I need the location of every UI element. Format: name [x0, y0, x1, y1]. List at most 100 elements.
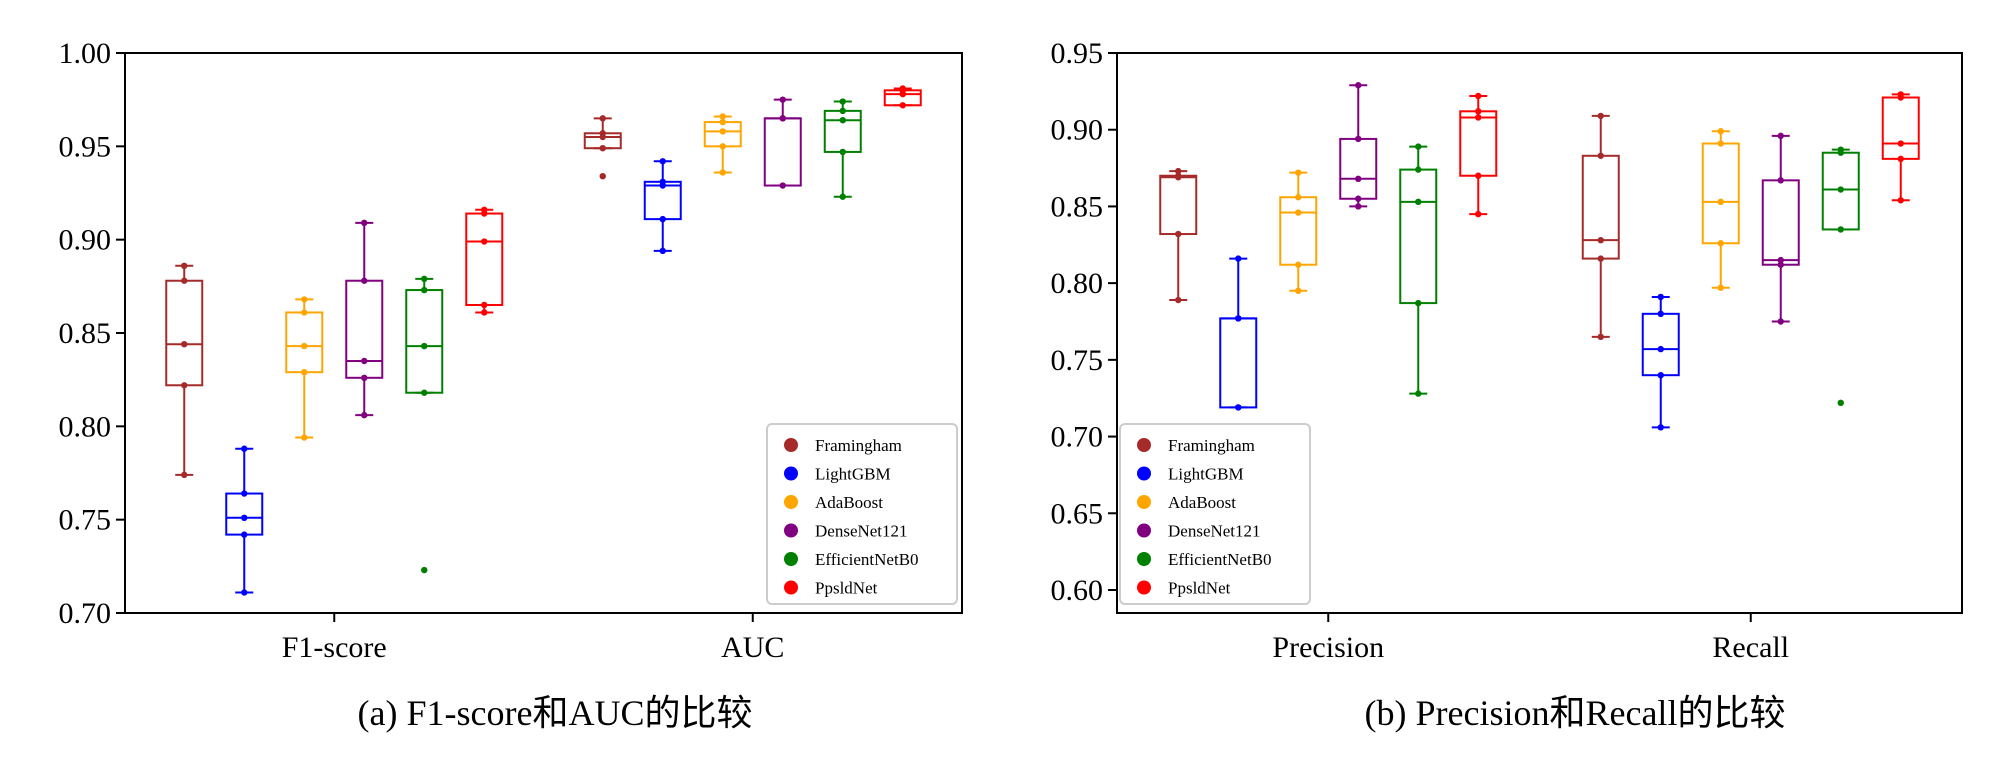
box-lightgbm [643, 158, 682, 255]
data-point [1415, 299, 1422, 307]
box-iqr [1641, 312, 1680, 377]
legend-label-efficientnetb0: EfficientNetB0 [1168, 550, 1272, 569]
box-adaboost [1701, 128, 1740, 291]
data-point [779, 115, 786, 122]
box-framingham [165, 262, 204, 479]
data-point [1235, 404, 1242, 411]
legend-marker-framingham [784, 438, 798, 452]
y-tick-label: 0.70 [59, 597, 112, 630]
legend-marker-ppsldnet [784, 580, 798, 595]
data-point [839, 148, 846, 156]
x-category-label: Recall [1712, 631, 1789, 664]
data-point [1657, 345, 1664, 353]
data-point [839, 117, 846, 124]
legend-label-adaboost: AdaBoost [815, 493, 883, 512]
data-point [421, 389, 428, 396]
data-point [1295, 169, 1302, 176]
box-iqr [1459, 110, 1498, 177]
data-point [1897, 155, 1904, 163]
y-tick-label: 0.90 [1051, 114, 1104, 147]
y-tick-label: 0.75 [59, 504, 112, 537]
box-efficientnetb0 [1821, 146, 1860, 407]
data-point [361, 374, 368, 381]
legend-marker-adaboost [1137, 495, 1151, 509]
data-point [1415, 166, 1422, 173]
data-point [599, 133, 606, 141]
data-point [1777, 261, 1784, 268]
data-point [301, 296, 308, 303]
outlier-point [421, 566, 428, 574]
y-tick-label: 0.95 [1051, 37, 1104, 70]
x-category-label: F1-score [282, 631, 387, 664]
x-category-label: Precision [1272, 631, 1384, 664]
data-point [599, 115, 606, 122]
data-point [241, 514, 248, 521]
box-iqr [1761, 179, 1800, 266]
box-adaboost [285, 296, 324, 441]
data-point [241, 490, 248, 497]
data-point [1355, 195, 1362, 202]
data-point [1597, 333, 1604, 341]
y-tick-label: 1.00 [59, 37, 112, 70]
data-point [301, 309, 308, 316]
data-point [301, 342, 308, 350]
x-category-label: AUC [721, 631, 784, 664]
data-point [1475, 172, 1482, 179]
box-iqr [1339, 137, 1378, 200]
data-point [1175, 230, 1182, 238]
legend: Framingham LightGBM AdaBoost DenseNet121 Eff… [1119, 423, 1311, 605]
legend-marker-lightgbm [1137, 466, 1151, 481]
outlier-point [1837, 399, 1844, 407]
data-point [1235, 255, 1242, 262]
y-tick-label: 0.75 [1051, 344, 1104, 377]
box-iqr [763, 117, 802, 187]
data-point [1897, 94, 1904, 101]
data-point [719, 143, 726, 150]
data-point [1657, 310, 1664, 318]
data-point [361, 357, 368, 365]
data-point [1717, 284, 1724, 291]
plot-frame [1116, 52, 1963, 614]
panel-b-precision-recall: 0.60 0.65 0.70 0.75 0.80 0.85 0.90 0.95 Precisio… [1051, 37, 1963, 664]
box-iqr [465, 212, 504, 307]
box-lightgbm [1219, 255, 1258, 411]
box-iqr [405, 289, 444, 394]
data-point [481, 309, 488, 316]
legend-marker-efficientnetb0 [1137, 552, 1151, 566]
data-point [181, 471, 188, 479]
data-point [1717, 128, 1724, 135]
legend-marker-adaboost [784, 495, 798, 509]
data-point [1175, 296, 1182, 304]
data-point [1295, 194, 1302, 201]
data-point [301, 369, 308, 376]
box-ppsldnet [1459, 92, 1498, 218]
data-point [659, 215, 666, 223]
box-ppsldnet [1881, 91, 1920, 204]
y-tick-label: 0.95 [59, 130, 112, 163]
data-point [1597, 255, 1604, 262]
box-iqr [1279, 196, 1318, 266]
data-point [1415, 390, 1422, 397]
box-iqr [1881, 96, 1920, 160]
box-efficientnetb0 [1399, 143, 1438, 397]
y-tick-label: 0.65 [1051, 497, 1104, 530]
box-iqr [165, 279, 204, 387]
data-point [719, 169, 726, 176]
data-point [1355, 203, 1362, 210]
data-point [181, 277, 188, 284]
box-iqr [1701, 142, 1740, 245]
box-densenet121 [763, 96, 802, 189]
data-point [241, 445, 248, 452]
box-iqr [225, 492, 264, 536]
data-point [181, 341, 188, 348]
box-ppsldnet [883, 85, 922, 109]
data-point [241, 531, 248, 538]
data-point [1717, 198, 1724, 206]
data-point [839, 193, 846, 200]
data-point [719, 113, 726, 120]
data-point [599, 145, 606, 152]
data-point [1355, 135, 1362, 143]
data-point [1837, 186, 1844, 193]
data-point [899, 90, 906, 98]
